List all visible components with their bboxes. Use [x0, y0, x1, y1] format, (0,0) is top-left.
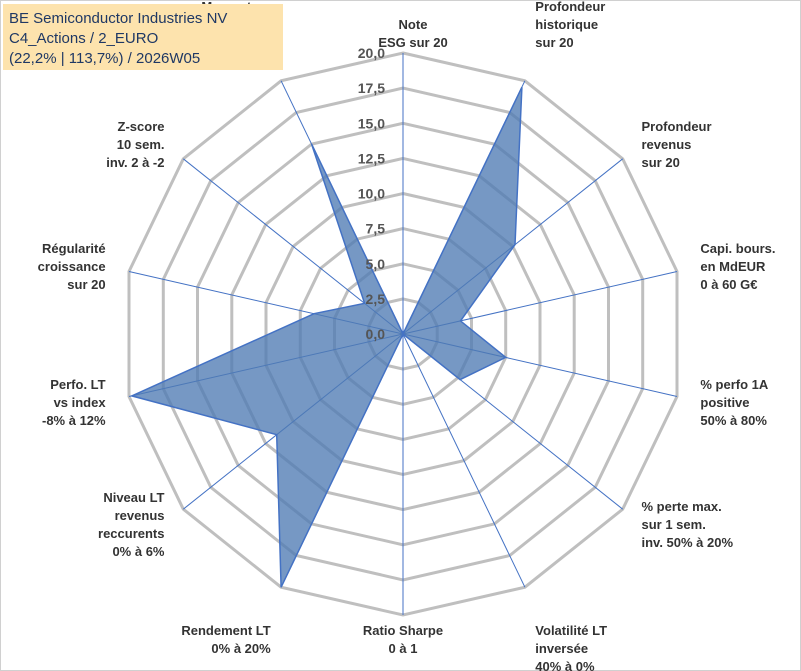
title-company: BE Semiconductor Industries NV [9, 10, 228, 27]
axis-label-11: Régularité croissance sur 20 [38, 241, 106, 292]
tick-label-7: 17,5 [358, 80, 385, 96]
axis-label-line: en MdEUR [700, 259, 766, 274]
tick-label-3: 7,5 [366, 221, 386, 237]
axis-label-line: Z-score [118, 119, 165, 134]
axis-label-line: sur 20 [67, 277, 105, 292]
axis-label-line: croissance [38, 259, 106, 274]
axis-label-line: Niveau LT [103, 490, 164, 505]
axis-label-line: 10 sem. [117, 137, 165, 152]
axis-label-line: historique [535, 17, 598, 32]
axis-label-1: Profondeur historique sur 20 [535, 0, 605, 50]
tick-label-4: 10,0 [358, 186, 385, 202]
axis-label-line: reccurents [98, 526, 164, 541]
axis-label-line: ESG sur 20 [378, 35, 447, 50]
axis-label-line: 0 à 60 G€ [700, 277, 757, 292]
axis-label-line: sur 20 [535, 35, 573, 50]
axis-label-line: 40% à 0% [535, 659, 595, 671]
axis-label-8: Rendement LT 0% à 20% [181, 623, 271, 656]
axis-label-line: Note [399, 17, 428, 32]
axis-label-10: Perfo. LT vs index -8% à 12% [42, 377, 106, 428]
axis-label-2: Profondeur revenus sur 20 [642, 119, 712, 170]
axis-label-line: % perte max. [642, 499, 722, 514]
axis-label-line: inv. 50% à 20% [642, 535, 734, 550]
axis-label-line: positive [700, 395, 749, 410]
tick-label-8: 20,0 [358, 45, 385, 61]
axis-label-12: Z-score 10 sem. inv. 2 à -2 [106, 119, 164, 170]
axis-label-line: Volatilité LT [535, 623, 607, 638]
axis-label-5: % perte max. sur 1 sem. inv. 50% à 20% [642, 499, 734, 550]
axis-label-line: Rendement LT [181, 623, 270, 638]
tick-label-0: 0,0 [366, 326, 386, 342]
chart-title-box: BE Semiconductor Industries NV C4_Action… [3, 4, 283, 70]
axis-label-line: Régularité [42, 241, 106, 256]
axis-label-line: inversée [535, 641, 588, 656]
series-area [129, 86, 523, 588]
axis-label-line: sur 1 sem. [642, 517, 706, 532]
radial-tick-labels: 0,0 2,5 5,0 7,5 10,0 12,5 15,0 17,5 20,0 [358, 45, 385, 342]
axis-label-line: 50% à 80% [700, 413, 767, 428]
axis-label-9: Niveau LT revenus reccurents 0% à 6% [98, 490, 165, 559]
axis-label-7: Ratio Sharpe 0 à 1 [363, 623, 443, 656]
axis-label-4: % perfo 1A positive 50% à 80% [700, 377, 769, 428]
axis-label-0: Note ESG sur 20 [378, 17, 447, 50]
axis-label-line: revenus [642, 137, 692, 152]
axis-label-line: Profondeur [535, 0, 605, 14]
axis-label-line: -8% à 12% [42, 413, 106, 428]
tick-label-5: 12,5 [358, 150, 385, 166]
title-category: C4_Actions / 2_EURO [9, 30, 159, 47]
axis-label-line: 0% à 6% [112, 544, 164, 559]
axis-label-line: vs index [54, 395, 107, 410]
axis-label-line: revenus [115, 508, 165, 523]
title-stats: (22,2% | 113,7%) / 2026W05 [9, 50, 201, 67]
axis-label-6: Volatilité LT inversée 40% à 0% [535, 623, 607, 671]
axis-label-3: Capi. bours. en MdEUR 0 à 60 G€ [700, 241, 775, 292]
axis-label-line: Perfo. LT [50, 377, 105, 392]
axis-label-line: inv. 2 à -2 [106, 155, 164, 170]
axis-label-line: Profondeur [642, 119, 712, 134]
tick-label-6: 15,0 [358, 115, 385, 131]
axis-label-line: 0% à 20% [211, 641, 271, 656]
axis-label-line: Capi. bours. [700, 241, 775, 256]
axis-label-line: Ratio Sharpe [363, 623, 443, 638]
tick-label-2: 5,0 [366, 256, 386, 272]
axis-label-line: % perfo 1A [700, 377, 769, 392]
data-series [129, 86, 523, 588]
axis-spoke-6 [402, 333, 526, 588]
tick-label-1: 2,5 [366, 291, 386, 307]
axis-label-line: sur 20 [642, 155, 680, 170]
axis-label-line: 0 à 1 [389, 641, 418, 656]
